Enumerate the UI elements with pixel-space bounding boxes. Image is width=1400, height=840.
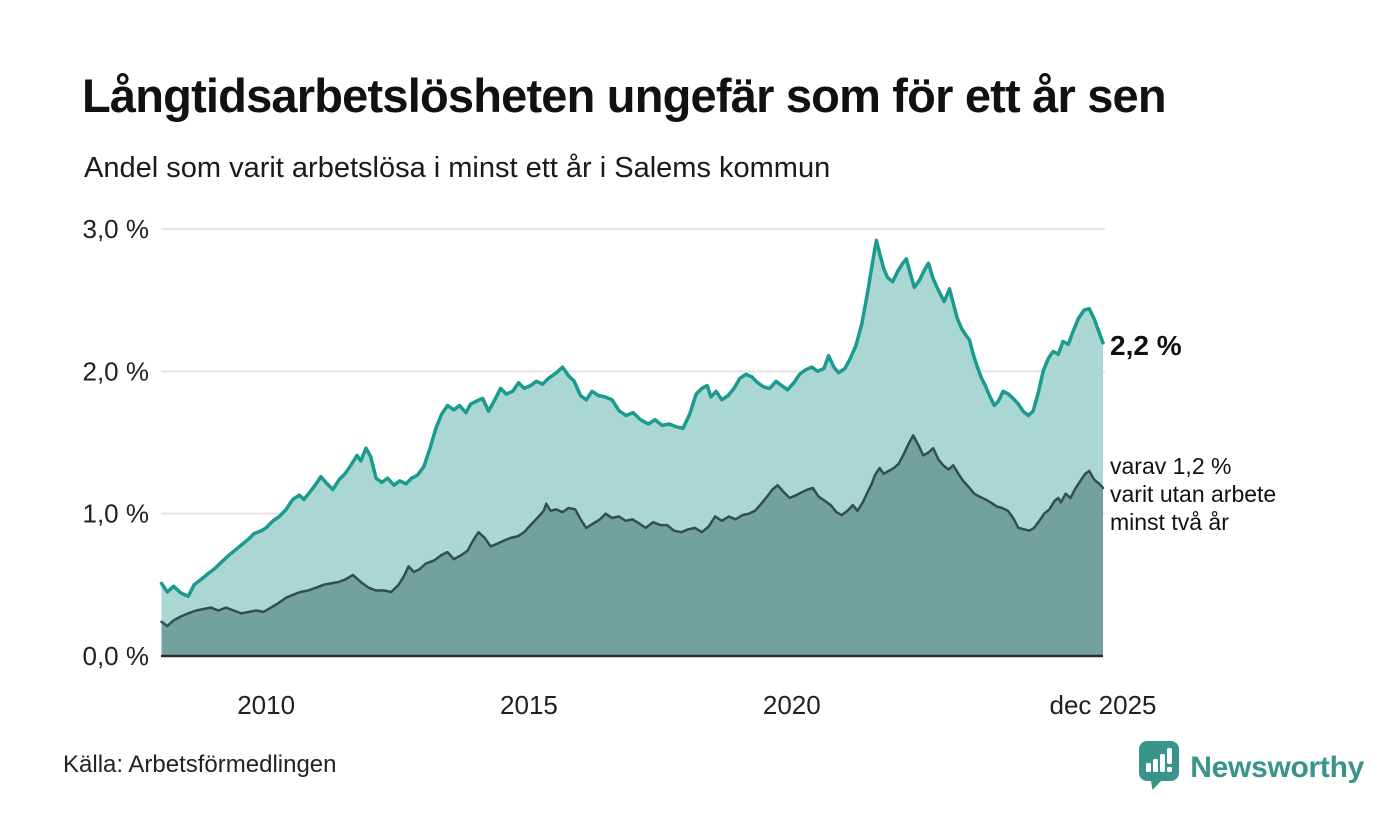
x-tick-label: 2020 xyxy=(763,690,821,720)
secondary-value-line: varit utan arbete xyxy=(1110,481,1277,507)
x-tick-label: dec 2025 xyxy=(1050,690,1157,720)
brand-lockup: Newsworthy xyxy=(1138,740,1364,795)
series-line-two-years xyxy=(160,434,1105,628)
series-line-one-year xyxy=(159,238,1105,598)
brand-wordmark: Newsworthy xyxy=(1190,750,1364,784)
page-title: Långtidsarbetslösheten ungefär som för e… xyxy=(82,69,1167,122)
y-tick-label: 1,0 % xyxy=(83,499,150,529)
newsworthy-logo-icon xyxy=(1138,740,1180,795)
secondary-value-label: varav 1,2 % varit utan arbete minst två … xyxy=(1110,452,1276,536)
series-area-two-years xyxy=(161,435,1103,656)
secondary-value-line: minst två år xyxy=(1110,509,1229,535)
x-tick-label: 2010 xyxy=(237,690,295,720)
secondary-value-line: varav 1,2 % xyxy=(1110,453,1232,479)
x-tick-label: 2015 xyxy=(500,690,558,720)
source-attribution: Källa: Arbetsförmedlingen xyxy=(63,751,337,778)
y-tick-label: 3,0 % xyxy=(83,214,150,244)
latest-value-label: 2,2 % xyxy=(1110,330,1182,361)
y-tick-label: 0,0 % xyxy=(83,641,150,671)
chart-subtitle: Andel som varit arbetslösa i minst ett å… xyxy=(84,152,831,184)
y-tick-label: 2,0 % xyxy=(83,356,150,386)
